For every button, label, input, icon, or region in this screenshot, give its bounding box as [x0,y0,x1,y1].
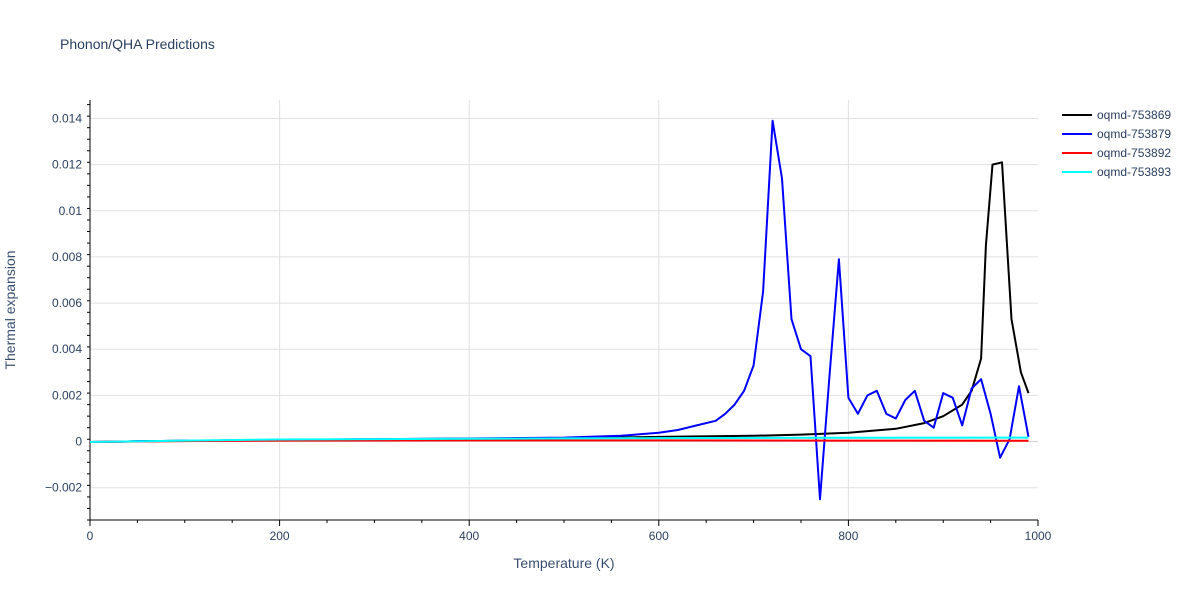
x-tick-label: 800 [838,529,858,543]
series-line-oqmd-753869 [89,161,1030,443]
series-line-oqmd-753879 [89,119,1030,501]
legend-item-oqmd-753869[interactable]: oqmd-753869 [1062,108,1171,122]
x-tick-label: 200 [270,529,290,543]
y-axis-title: Thermal expansion [2,250,18,369]
y-tick-label: −0.002 [45,481,82,495]
legend-item-oqmd-753892[interactable]: oqmd-753892 [1062,146,1171,160]
x-axis-title: Temperature (K) [513,555,614,571]
y-tick-label: 0.004 [52,342,82,356]
y-tick-label: 0.014 [52,111,82,125]
legend[interactable]: oqmd-753869 oqmd-753879 oqmd-753892 oqmd-75… [1062,108,1171,179]
y-tick-label: 0.012 [52,158,82,172]
chart-title: Phonon/QHA Predictions [60,36,215,52]
y-tick-label: 0.002 [52,388,82,402]
legend-label: oqmd-753879 [1097,127,1171,141]
grid-lines [90,100,1038,520]
x-tick-label: 600 [649,529,669,543]
y-tick-label: 0.006 [52,296,82,310]
y-tick-label: 0.008 [52,250,82,264]
axes: −0.002 0 0.002 0.004 0.006 0.008 0.01 0.012 0.01… [45,100,1052,543]
x-tick-label: 0 [87,529,94,543]
y-tick-label: 0.01 [59,204,83,218]
series-line-oqmd-753893 [89,436,1029,443]
legend-item-oqmd-753893[interactable]: oqmd-753893 [1062,165,1171,179]
series-lines [89,119,1030,501]
legend-label: oqmd-753869 [1097,108,1171,122]
legend-item-oqmd-753879[interactable]: oqmd-753879 [1062,127,1171,141]
legend-label: oqmd-753893 [1097,165,1171,179]
y-tick-label: 0 [75,435,82,449]
x-tick-label: 1000 [1025,529,1052,543]
legend-label: oqmd-753892 [1097,146,1171,160]
x-tick-label: 400 [459,529,479,543]
